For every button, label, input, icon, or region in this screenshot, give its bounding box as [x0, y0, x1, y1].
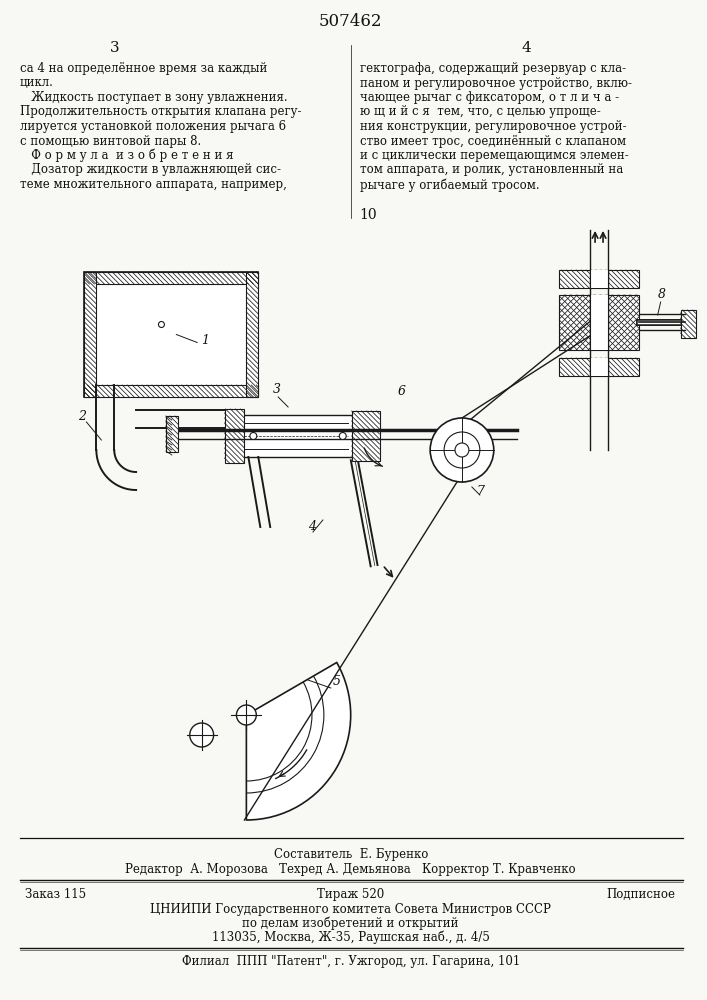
- Text: Дозатор жидкости в увлажняющей сис-: Дозатор жидкости в увлажняющей сис-: [20, 163, 281, 176]
- Circle shape: [339, 432, 346, 440]
- Text: теме множительного аппарата, например,: теме множительного аппарата, например,: [20, 178, 287, 191]
- Circle shape: [236, 705, 257, 725]
- Text: Редактор  А. Морозова   Техред А. Демьянова   Корректор Т. Кравченко: Редактор А. Морозова Техред А. Демьянова…: [125, 863, 576, 876]
- Bar: [166, 416, 178, 452]
- Text: 1: 1: [201, 334, 209, 348]
- Circle shape: [189, 723, 214, 747]
- Text: Жидкость поступает в зону увлажнения.: Жидкость поступает в зону увлажнения.: [20, 91, 288, 104]
- Bar: [559, 295, 639, 350]
- Text: паном и регулировочное устройство, вклю-: паном и регулировочное устройство, вклю-: [360, 77, 631, 90]
- Bar: [681, 310, 696, 338]
- Text: 4: 4: [522, 41, 532, 55]
- Text: 3: 3: [110, 41, 119, 55]
- Text: 6: 6: [397, 385, 405, 398]
- Text: том аппарата, и ролик, установленный на: том аппарата, и ролик, установленный на: [360, 163, 623, 176]
- Bar: [238, 415, 368, 457]
- Text: цикл.: цикл.: [20, 77, 54, 90]
- Text: по делам изобретений и открытий: по делам изобретений и открытий: [243, 917, 459, 930]
- Bar: [351, 411, 380, 461]
- Bar: [84, 385, 258, 397]
- Text: 507462: 507462: [319, 13, 382, 30]
- Wedge shape: [246, 662, 351, 820]
- Text: 7: 7: [477, 485, 485, 498]
- Bar: [559, 358, 639, 376]
- Text: ЦНИИПИ Государственного комитета Совета Министров СССР: ЦНИИПИ Государственного комитета Совета …: [151, 903, 551, 916]
- Text: 2: 2: [78, 410, 86, 423]
- Text: Тираж 520: Тираж 520: [317, 888, 385, 901]
- Text: 5: 5: [333, 675, 341, 688]
- Text: 10: 10: [360, 208, 378, 222]
- Text: ю щ и й с я  тем, что, с целью упроще-: ю щ и й с я тем, что, с целью упроще-: [360, 105, 600, 118]
- Text: Филиал  ППП "Патент", г. Ужгород, ул. Гагарина, 101: Филиал ППП "Патент", г. Ужгород, ул. Гаг…: [182, 955, 520, 968]
- Text: Ф о р м у л а  и з о б р е т е н и я: Ф о р м у л а и з о б р е т е н и я: [20, 149, 233, 162]
- Bar: [559, 270, 639, 288]
- Circle shape: [444, 432, 480, 468]
- Circle shape: [250, 432, 257, 440]
- Circle shape: [430, 418, 493, 482]
- Bar: [225, 409, 245, 463]
- Text: 113035, Москва, Ж-35, Раушская наб., д. 4/5: 113035, Москва, Ж-35, Раушская наб., д. …: [212, 931, 490, 944]
- Bar: [590, 358, 608, 376]
- Circle shape: [158, 322, 165, 328]
- Text: ство имеет трос, соединённый с клапаном: ство имеет трос, соединённый с клапаном: [360, 134, 626, 147]
- Text: 4: 4: [308, 520, 316, 533]
- Text: лируется установкой положения рычага 6: лируется установкой положения рычага 6: [20, 120, 286, 133]
- Bar: [590, 270, 608, 288]
- Text: Продолжительность открытия клапана регу-: Продолжительность открытия клапана регу-: [20, 105, 301, 118]
- Text: с помощью винтовой пары 8.: с помощью винтовой пары 8.: [20, 134, 201, 147]
- Text: са 4 на определённое время за каждый: са 4 на определённое время за каждый: [20, 62, 267, 75]
- Text: чающее рычаг с фиксатором, о т л и ч а -: чающее рычаг с фиксатором, о т л и ч а -: [360, 91, 619, 104]
- Text: и с циклически перемещающимся элемен-: и с циклически перемещающимся элемен-: [360, 149, 629, 162]
- Text: 3: 3: [273, 383, 281, 396]
- Text: 8: 8: [658, 288, 666, 301]
- Text: Заказ 115: Заказ 115: [25, 888, 86, 901]
- Text: гектографа, содержащий резервуар с кла-: гектографа, содержащий резервуар с кла-: [360, 62, 626, 75]
- Bar: [84, 272, 258, 284]
- Text: рычаге у огибаемый тросом.: рычаге у огибаемый тросом.: [360, 178, 539, 192]
- Circle shape: [455, 443, 469, 457]
- Text: Подписное: Подписное: [607, 888, 676, 901]
- Bar: [84, 272, 96, 397]
- Text: ния конструкции, регулировочное устрой-: ния конструкции, регулировочное устрой-: [360, 120, 626, 133]
- Text: Составитель  Е. Буренко: Составитель Е. Буренко: [274, 848, 428, 861]
- Bar: [590, 295, 608, 350]
- Bar: [84, 272, 258, 397]
- Bar: [246, 272, 258, 397]
